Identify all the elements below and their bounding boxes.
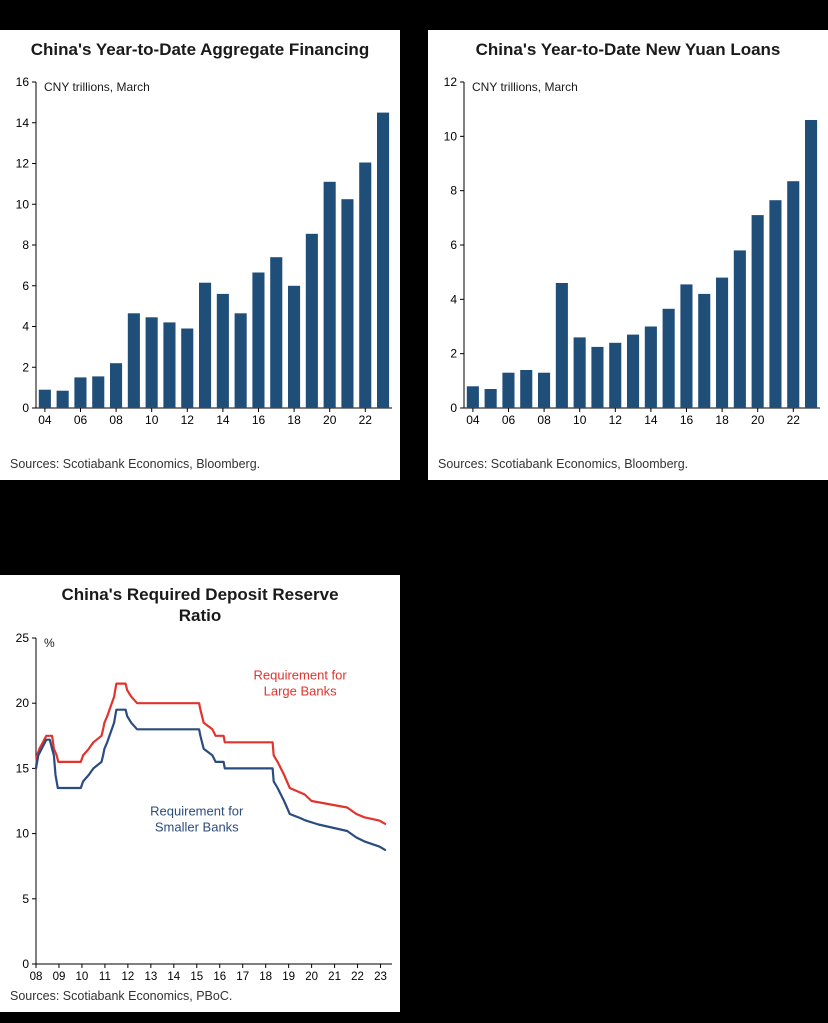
svg-text:0: 0 — [22, 957, 29, 971]
svg-text:14: 14 — [167, 971, 180, 983]
svg-text:25: 25 — [16, 631, 30, 645]
svg-text:15: 15 — [190, 971, 203, 983]
svg-text:16: 16 — [16, 75, 30, 89]
svg-text:Requirement for: Requirement for — [254, 668, 348, 683]
svg-text:%: % — [44, 636, 55, 650]
svg-text:16: 16 — [252, 413, 266, 427]
svg-text:18: 18 — [259, 971, 272, 983]
svg-text:23: 23 — [374, 971, 387, 983]
svg-text:20: 20 — [305, 971, 318, 983]
svg-text:20: 20 — [751, 413, 765, 427]
svg-text:13: 13 — [144, 971, 157, 983]
svg-text:14: 14 — [644, 413, 658, 427]
svg-text:CNY trillions, March: CNY trillions, March — [44, 80, 150, 94]
svg-text:20: 20 — [16, 696, 30, 710]
svg-text:10: 10 — [573, 413, 587, 427]
svg-text:Smaller Banks: Smaller Banks — [155, 819, 239, 834]
svg-text:21: 21 — [328, 971, 341, 983]
svg-text:20: 20 — [323, 413, 337, 427]
svg-text:5: 5 — [22, 892, 29, 906]
source-note-reserve-ratio: Sources: Scotiabank Economics, PBoC. — [10, 989, 233, 1003]
svg-text:10: 10 — [76, 971, 89, 983]
svg-text:22: 22 — [351, 971, 364, 983]
svg-text:22: 22 — [787, 413, 801, 427]
svg-text:10: 10 — [444, 129, 458, 143]
chart-title-reserve-ratio: China's Required Deposit Reserve Ratio — [61, 585, 339, 625]
svg-text:18: 18 — [715, 413, 729, 427]
svg-text:CNY trillions, March: CNY trillions, March — [472, 80, 578, 94]
svg-text:12: 12 — [181, 413, 195, 427]
svg-text:Large Banks: Large Banks — [264, 684, 337, 699]
new-yuan-loans-panel: China's Year-to-Date New Yuan Loans 0 2 4 6… — [428, 30, 828, 480]
reserve-ratio-line-chart: 0 5 10 15 20 25 08 09 10 11 12 13 14 15 16 17 18 19 20 21 22… — [16, 631, 392, 983]
svg-text:8: 8 — [450, 184, 457, 198]
svg-text:19: 19 — [282, 971, 295, 983]
reserve-ratio-panel: China's Required Deposit Reserve Ratio 0… — [0, 575, 400, 1012]
svg-text:6: 6 — [22, 279, 29, 293]
svg-text:4: 4 — [450, 292, 457, 306]
svg-text:14: 14 — [216, 413, 230, 427]
svg-text:16: 16 — [680, 413, 694, 427]
svg-text:4: 4 — [22, 320, 29, 334]
svg-text:12: 12 — [16, 157, 30, 171]
svg-text:12: 12 — [121, 971, 134, 983]
svg-text:09: 09 — [53, 971, 66, 983]
svg-text:10: 10 — [16, 197, 30, 211]
svg-text:10: 10 — [16, 827, 30, 841]
svg-text:17: 17 — [236, 971, 249, 983]
svg-text:06: 06 — [502, 413, 516, 427]
svg-text:14: 14 — [16, 116, 30, 130]
svg-text:08: 08 — [537, 413, 551, 427]
svg-text:8: 8 — [22, 238, 29, 252]
svg-text:22: 22 — [359, 413, 373, 427]
svg-text:10: 10 — [145, 413, 159, 427]
svg-text:12: 12 — [444, 75, 458, 89]
new-yuan-loans-bar-chart: 0 2 4 6 8 10 12 04 06 08 10 12 14 16 18 20 22 CNY trillio… — [444, 75, 820, 427]
svg-text:18: 18 — [287, 413, 301, 427]
svg-text:0: 0 — [450, 401, 457, 415]
source-note-aggregate-financing: Sources: Scotiabank Economics, Bloomberg… — [10, 457, 261, 471]
svg-text:6: 6 — [450, 238, 457, 252]
svg-text:15: 15 — [16, 761, 30, 775]
svg-text:08: 08 — [30, 971, 43, 983]
svg-text:2: 2 — [450, 347, 457, 361]
svg-text:12: 12 — [609, 413, 623, 427]
aggregate-financing-bar-chart: 0 2 4 6 8 10 12 14 16 04 06 08 10 12 14 16 18 20 22 CNY tri… — [16, 75, 392, 427]
svg-text:08: 08 — [109, 413, 123, 427]
svg-text:0: 0 — [22, 401, 29, 415]
svg-text:04: 04 — [38, 413, 52, 427]
chart-title-aggregate-financing: China's Year-to-Date Aggregate Financing — [30, 40, 370, 59]
chart-title-new-yuan-loans: China's Year-to-Date New Yuan Loans — [475, 40, 781, 59]
svg-text:11: 11 — [99, 971, 111, 983]
aggregate-financing-panel: China's Year-to-Date Aggregate Financing… — [0, 30, 400, 480]
source-note-new-yuan-loans: Sources: Scotiabank Economics, Bloomberg… — [438, 457, 689, 471]
svg-text:04: 04 — [466, 413, 480, 427]
svg-text:2: 2 — [22, 360, 29, 374]
svg-text:16: 16 — [213, 971, 226, 983]
svg-text:Requirement for: Requirement for — [150, 803, 244, 818]
svg-text:06: 06 — [74, 413, 88, 427]
